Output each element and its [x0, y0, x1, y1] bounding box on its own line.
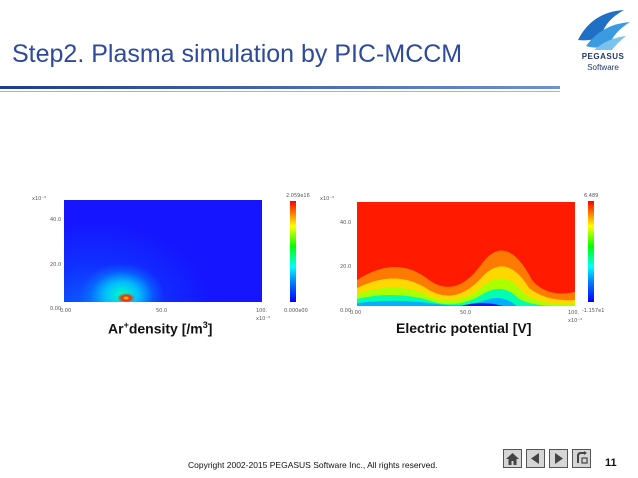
- pegasus-logo: PEGASUS Software: [572, 6, 634, 76]
- home-button[interactable]: [503, 449, 522, 468]
- y-tick-label: 0.00: [340, 308, 352, 314]
- x-exponent-label: x10⁻³: [256, 316, 270, 322]
- title-underline: [0, 86, 560, 89]
- triangle-left-icon: [531, 453, 539, 464]
- potential-colorbar: [588, 201, 594, 302]
- colorbar-max-label: 2.059e16: [286, 193, 310, 199]
- slide-title: Step2. Plasma simulation by PIC-MCCM: [12, 40, 463, 68]
- ar-density-plot: x10⁻³ 40.0 20.0 0.00 0.00 50.0 100. x10⁻…: [20, 182, 310, 327]
- return-arrow-icon: [577, 451, 588, 464]
- x-tick-label: 50.0: [156, 308, 168, 314]
- x-tick-label: 50.0: [460, 310, 472, 316]
- y-tick-label: 40.0: [340, 220, 352, 226]
- y-tick-label: 40.0: [50, 217, 62, 223]
- ar-density-caption: Ar+density [/m3]: [108, 320, 213, 337]
- pegasus-logo-icon: [578, 10, 630, 50]
- density-field: [64, 200, 262, 302]
- previous-slide-button[interactable]: [526, 449, 545, 468]
- y-exponent-label: x10⁻³: [32, 196, 46, 202]
- copyright-notice: Copyright 2002-2015 PEGASUS Software Inc…: [188, 460, 438, 470]
- colorbar-max-label: 6.489: [584, 193, 599, 199]
- title-underline-thin: [0, 91, 560, 92]
- logo-text-software: Software: [587, 63, 619, 72]
- x-exponent-label: x10⁻³: [568, 318, 582, 324]
- y-tick-label: 20.0: [50, 262, 62, 268]
- electric-potential-plot: x10⁻³ 40.0 20.0 0.00 0.00 50.0 100. x10⁻…: [320, 182, 604, 327]
- y-tick-label: 0.00: [50, 306, 62, 312]
- home-icon: [506, 453, 519, 465]
- colorbar-min-label: -1.157e1: [582, 308, 605, 314]
- electric-potential-caption: Electric potential [V]: [396, 320, 532, 336]
- density-colorbar: [290, 201, 296, 302]
- y-tick-label: 20.0: [340, 264, 352, 270]
- triangle-right-icon: [555, 453, 563, 464]
- potential-contours: [357, 202, 575, 306]
- x-tick-label: 0.00: [60, 308, 72, 314]
- next-slide-button[interactable]: [549, 449, 568, 468]
- page-number: 11: [605, 457, 617, 469]
- x-tick-label: 0.00: [350, 310, 362, 316]
- x-tick-label: 100.: [568, 310, 580, 316]
- x-tick-label: 100.: [256, 308, 268, 314]
- colorbar-min-label: 0.000e00: [284, 308, 308, 314]
- potential-field: [357, 202, 575, 306]
- y-exponent-label: x10⁻³: [320, 196, 334, 202]
- logo-text-pegasus: PEGASUS: [581, 52, 625, 61]
- return-button[interactable]: [572, 449, 591, 468]
